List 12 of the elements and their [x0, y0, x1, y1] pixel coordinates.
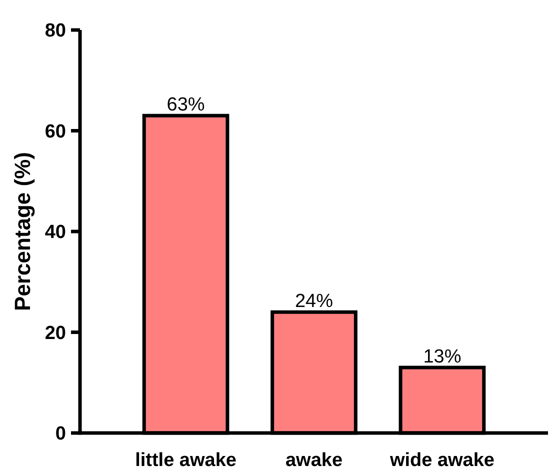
y-tick-label: 40 [44, 222, 66, 244]
data-label: 63% [166, 94, 205, 116]
x-tick-label: wide awake [388, 450, 494, 471]
x-tick-label: awake [285, 450, 343, 471]
data-label: 13% [423, 346, 462, 368]
y-tick-label: 60 [44, 121, 66, 142]
x-tick-label: little awake [135, 450, 236, 471]
y-tick-label: 20 [44, 322, 66, 344]
y-tick-label: 0 [55, 424, 66, 445]
data-label: 24% [294, 291, 334, 312]
y-axis-title: Percentage (%) [10, 152, 35, 311]
y-tick-label: 80 [44, 20, 66, 42]
